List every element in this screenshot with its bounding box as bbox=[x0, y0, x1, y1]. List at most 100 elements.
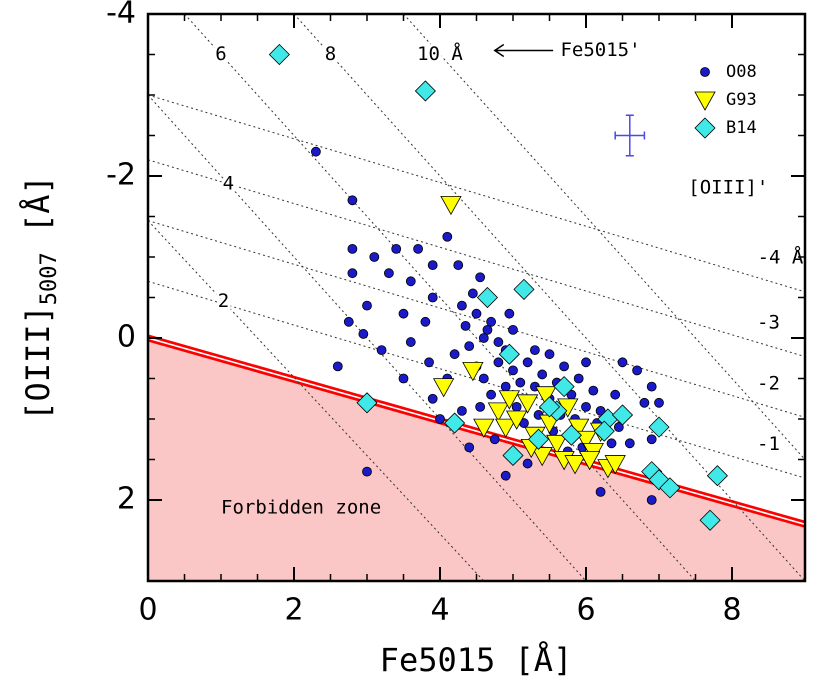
point bbox=[546, 434, 568, 455]
point bbox=[467, 288, 478, 299]
point bbox=[581, 401, 591, 412]
x-axis-label: Fe5015 [Å] bbox=[380, 641, 573, 679]
contour-line bbox=[184, 14, 696, 581]
contour-line bbox=[148, 94, 805, 293]
point bbox=[498, 390, 521, 410]
x-tick-label: 4 bbox=[430, 593, 449, 628]
point bbox=[654, 397, 664, 408]
point bbox=[383, 268, 394, 279]
point bbox=[332, 361, 343, 372]
point bbox=[505, 410, 528, 430]
point bbox=[391, 243, 402, 254]
point bbox=[453, 260, 464, 271]
point bbox=[487, 402, 510, 422]
point bbox=[369, 252, 380, 262]
contour-label: 10 Å bbox=[417, 42, 463, 65]
arrow bbox=[493, 43, 554, 58]
point bbox=[478, 373, 489, 384]
point bbox=[617, 357, 628, 368]
contour-title: [OIII]' bbox=[688, 177, 768, 199]
y-tick-label: -4 bbox=[106, 0, 136, 31]
point bbox=[646, 381, 657, 392]
point bbox=[493, 357, 504, 368]
point bbox=[456, 300, 467, 311]
arrow-label: Fe5015' bbox=[560, 39, 640, 61]
legend-label: G93 bbox=[726, 90, 757, 110]
point bbox=[343, 316, 354, 327]
point bbox=[405, 337, 416, 347]
point bbox=[511, 401, 522, 412]
point bbox=[639, 397, 650, 408]
point bbox=[362, 466, 372, 477]
point bbox=[593, 420, 615, 442]
point bbox=[464, 442, 475, 453]
point bbox=[432, 378, 455, 398]
point bbox=[498, 343, 520, 365]
point bbox=[694, 91, 716, 111]
point bbox=[610, 389, 621, 400]
point bbox=[449, 349, 460, 360]
point bbox=[578, 451, 601, 471]
point bbox=[537, 369, 548, 380]
legend-label: B14 bbox=[726, 118, 757, 138]
point bbox=[531, 447, 553, 467]
point bbox=[435, 414, 445, 424]
point bbox=[427, 292, 438, 303]
point bbox=[486, 316, 497, 327]
point bbox=[464, 341, 475, 352]
point bbox=[347, 268, 358, 279]
point bbox=[706, 465, 728, 487]
contour-label: -2 bbox=[757, 372, 780, 394]
point bbox=[564, 455, 586, 475]
point bbox=[460, 320, 471, 331]
x-tick-label: 0 bbox=[138, 593, 157, 628]
point bbox=[493, 337, 504, 347]
point bbox=[700, 67, 710, 77]
error-bar bbox=[614, 114, 646, 157]
point bbox=[398, 373, 409, 384]
contour-label: -1 bbox=[757, 433, 780, 455]
y-tick-label: -2 bbox=[106, 158, 136, 193]
y-axis-label: [OIII]5007 [Å] bbox=[19, 175, 62, 421]
point bbox=[646, 495, 657, 505]
point bbox=[538, 396, 561, 418]
y-tick-label: 2 bbox=[117, 482, 136, 517]
point bbox=[413, 243, 424, 254]
y-tick-label: 0 bbox=[117, 320, 136, 355]
point bbox=[581, 357, 591, 368]
x-tick-label: 8 bbox=[722, 593, 741, 628]
contour-label: 6 bbox=[215, 43, 226, 65]
point bbox=[356, 392, 378, 414]
point bbox=[604, 455, 626, 475]
point bbox=[595, 486, 606, 497]
point bbox=[358, 329, 369, 339]
point bbox=[427, 260, 438, 271]
point bbox=[405, 276, 416, 287]
point bbox=[527, 428, 550, 450]
contour-line bbox=[148, 220, 485, 581]
contour-label: 4 bbox=[223, 173, 234, 195]
point bbox=[398, 308, 409, 319]
point bbox=[535, 386, 557, 406]
point bbox=[476, 286, 499, 309]
point bbox=[646, 434, 657, 445]
forbidden-label: Forbidden zone bbox=[221, 497, 381, 519]
point bbox=[475, 401, 486, 412]
point bbox=[516, 394, 539, 414]
point bbox=[424, 357, 434, 368]
y-label-main: [OIII] bbox=[19, 305, 57, 421]
point bbox=[420, 316, 431, 327]
point bbox=[440, 195, 462, 216]
point bbox=[648, 416, 670, 438]
point bbox=[482, 324, 493, 335]
contour-line bbox=[148, 159, 805, 358]
point bbox=[613, 422, 624, 433]
point bbox=[606, 438, 617, 449]
point bbox=[632, 365, 642, 376]
point bbox=[473, 418, 495, 438]
point bbox=[522, 458, 533, 469]
point bbox=[508, 365, 518, 376]
point bbox=[611, 404, 634, 426]
point bbox=[504, 308, 515, 319]
